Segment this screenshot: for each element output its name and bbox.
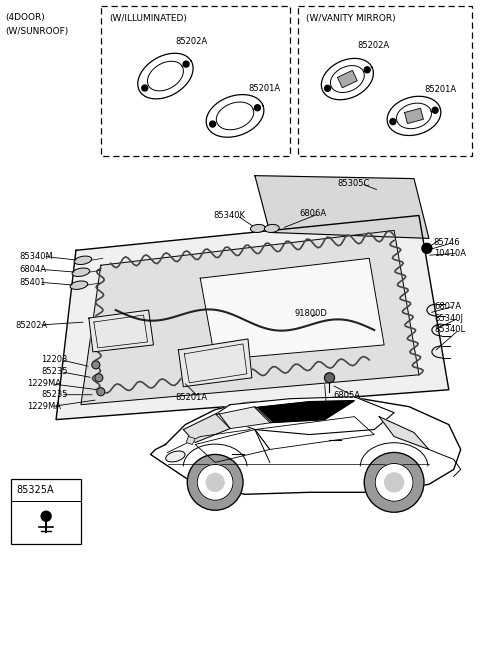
Text: 85746: 85746 [434,238,460,247]
Circle shape [197,464,233,501]
Circle shape [390,119,396,125]
Text: 85340J: 85340J [435,314,464,323]
Bar [101,7,290,155]
Polygon shape [81,230,419,405]
Polygon shape [56,215,449,420]
Circle shape [254,105,261,111]
Text: 85235: 85235 [41,367,68,377]
Text: (W/ILLUMINATED): (W/ILLUMINATED) [109,14,187,24]
Text: (W/SUNROOF): (W/SUNROOF) [5,28,69,36]
Polygon shape [379,417,429,449]
Circle shape [206,474,224,491]
Text: 1229MA: 1229MA [27,402,61,411]
Circle shape [364,67,370,73]
Polygon shape [179,339,252,387]
Circle shape [364,453,424,512]
Circle shape [422,243,432,253]
Text: 85201A: 85201A [424,85,456,94]
Circle shape [375,463,413,501]
Text: 85401: 85401 [19,277,46,287]
Polygon shape [255,176,429,238]
Circle shape [187,455,243,510]
Text: 85340L: 85340L [435,325,466,335]
Text: 6807A: 6807A [435,302,462,310]
Polygon shape [215,397,394,434]
Circle shape [384,473,404,492]
Text: (4DOOR): (4DOOR) [5,13,45,22]
Polygon shape [216,407,272,428]
Text: 85340K: 85340K [213,211,245,220]
Polygon shape [255,401,354,422]
Ellipse shape [70,281,88,289]
Circle shape [95,374,103,382]
Circle shape [92,361,100,369]
Ellipse shape [264,224,279,232]
Text: 6804A: 6804A [19,265,46,274]
Ellipse shape [72,268,90,276]
Polygon shape [89,310,154,352]
Ellipse shape [251,224,265,232]
Text: 85325A: 85325A [16,485,54,495]
Text: 1229MA: 1229MA [27,379,61,388]
Text: 85235: 85235 [41,390,68,400]
Bar [12,480,81,544]
Text: 85201A: 85201A [175,393,207,402]
Polygon shape [405,108,423,123]
Polygon shape [183,413,230,443]
Text: 91800D: 91800D [295,308,327,318]
Polygon shape [151,397,461,494]
Text: 6805A: 6805A [334,391,360,400]
Text: 6806A: 6806A [300,209,327,218]
Ellipse shape [166,451,185,462]
Text: 10410A: 10410A [434,249,466,258]
Circle shape [97,388,105,396]
Text: (W/VANITY MIRROR): (W/VANITY MIRROR) [306,14,395,24]
Text: 85305C: 85305C [337,179,370,188]
Ellipse shape [74,256,92,264]
Text: 85202A: 85202A [15,321,48,329]
Text: 1125KB: 1125KB [302,403,335,412]
Circle shape [183,61,189,67]
Text: 85340M: 85340M [19,252,53,261]
Circle shape [210,121,216,127]
Text: 85201A: 85201A [248,84,280,93]
Bar [298,7,472,155]
Text: 12203: 12203 [41,356,68,364]
Circle shape [142,85,148,91]
Polygon shape [337,70,357,88]
Polygon shape [186,436,195,445]
Circle shape [324,85,331,91]
Circle shape [324,373,335,382]
Polygon shape [200,258,384,360]
Text: 85202A: 85202A [357,41,389,50]
Text: 85202A: 85202A [175,37,207,46]
Circle shape [41,511,51,521]
Circle shape [432,107,438,113]
